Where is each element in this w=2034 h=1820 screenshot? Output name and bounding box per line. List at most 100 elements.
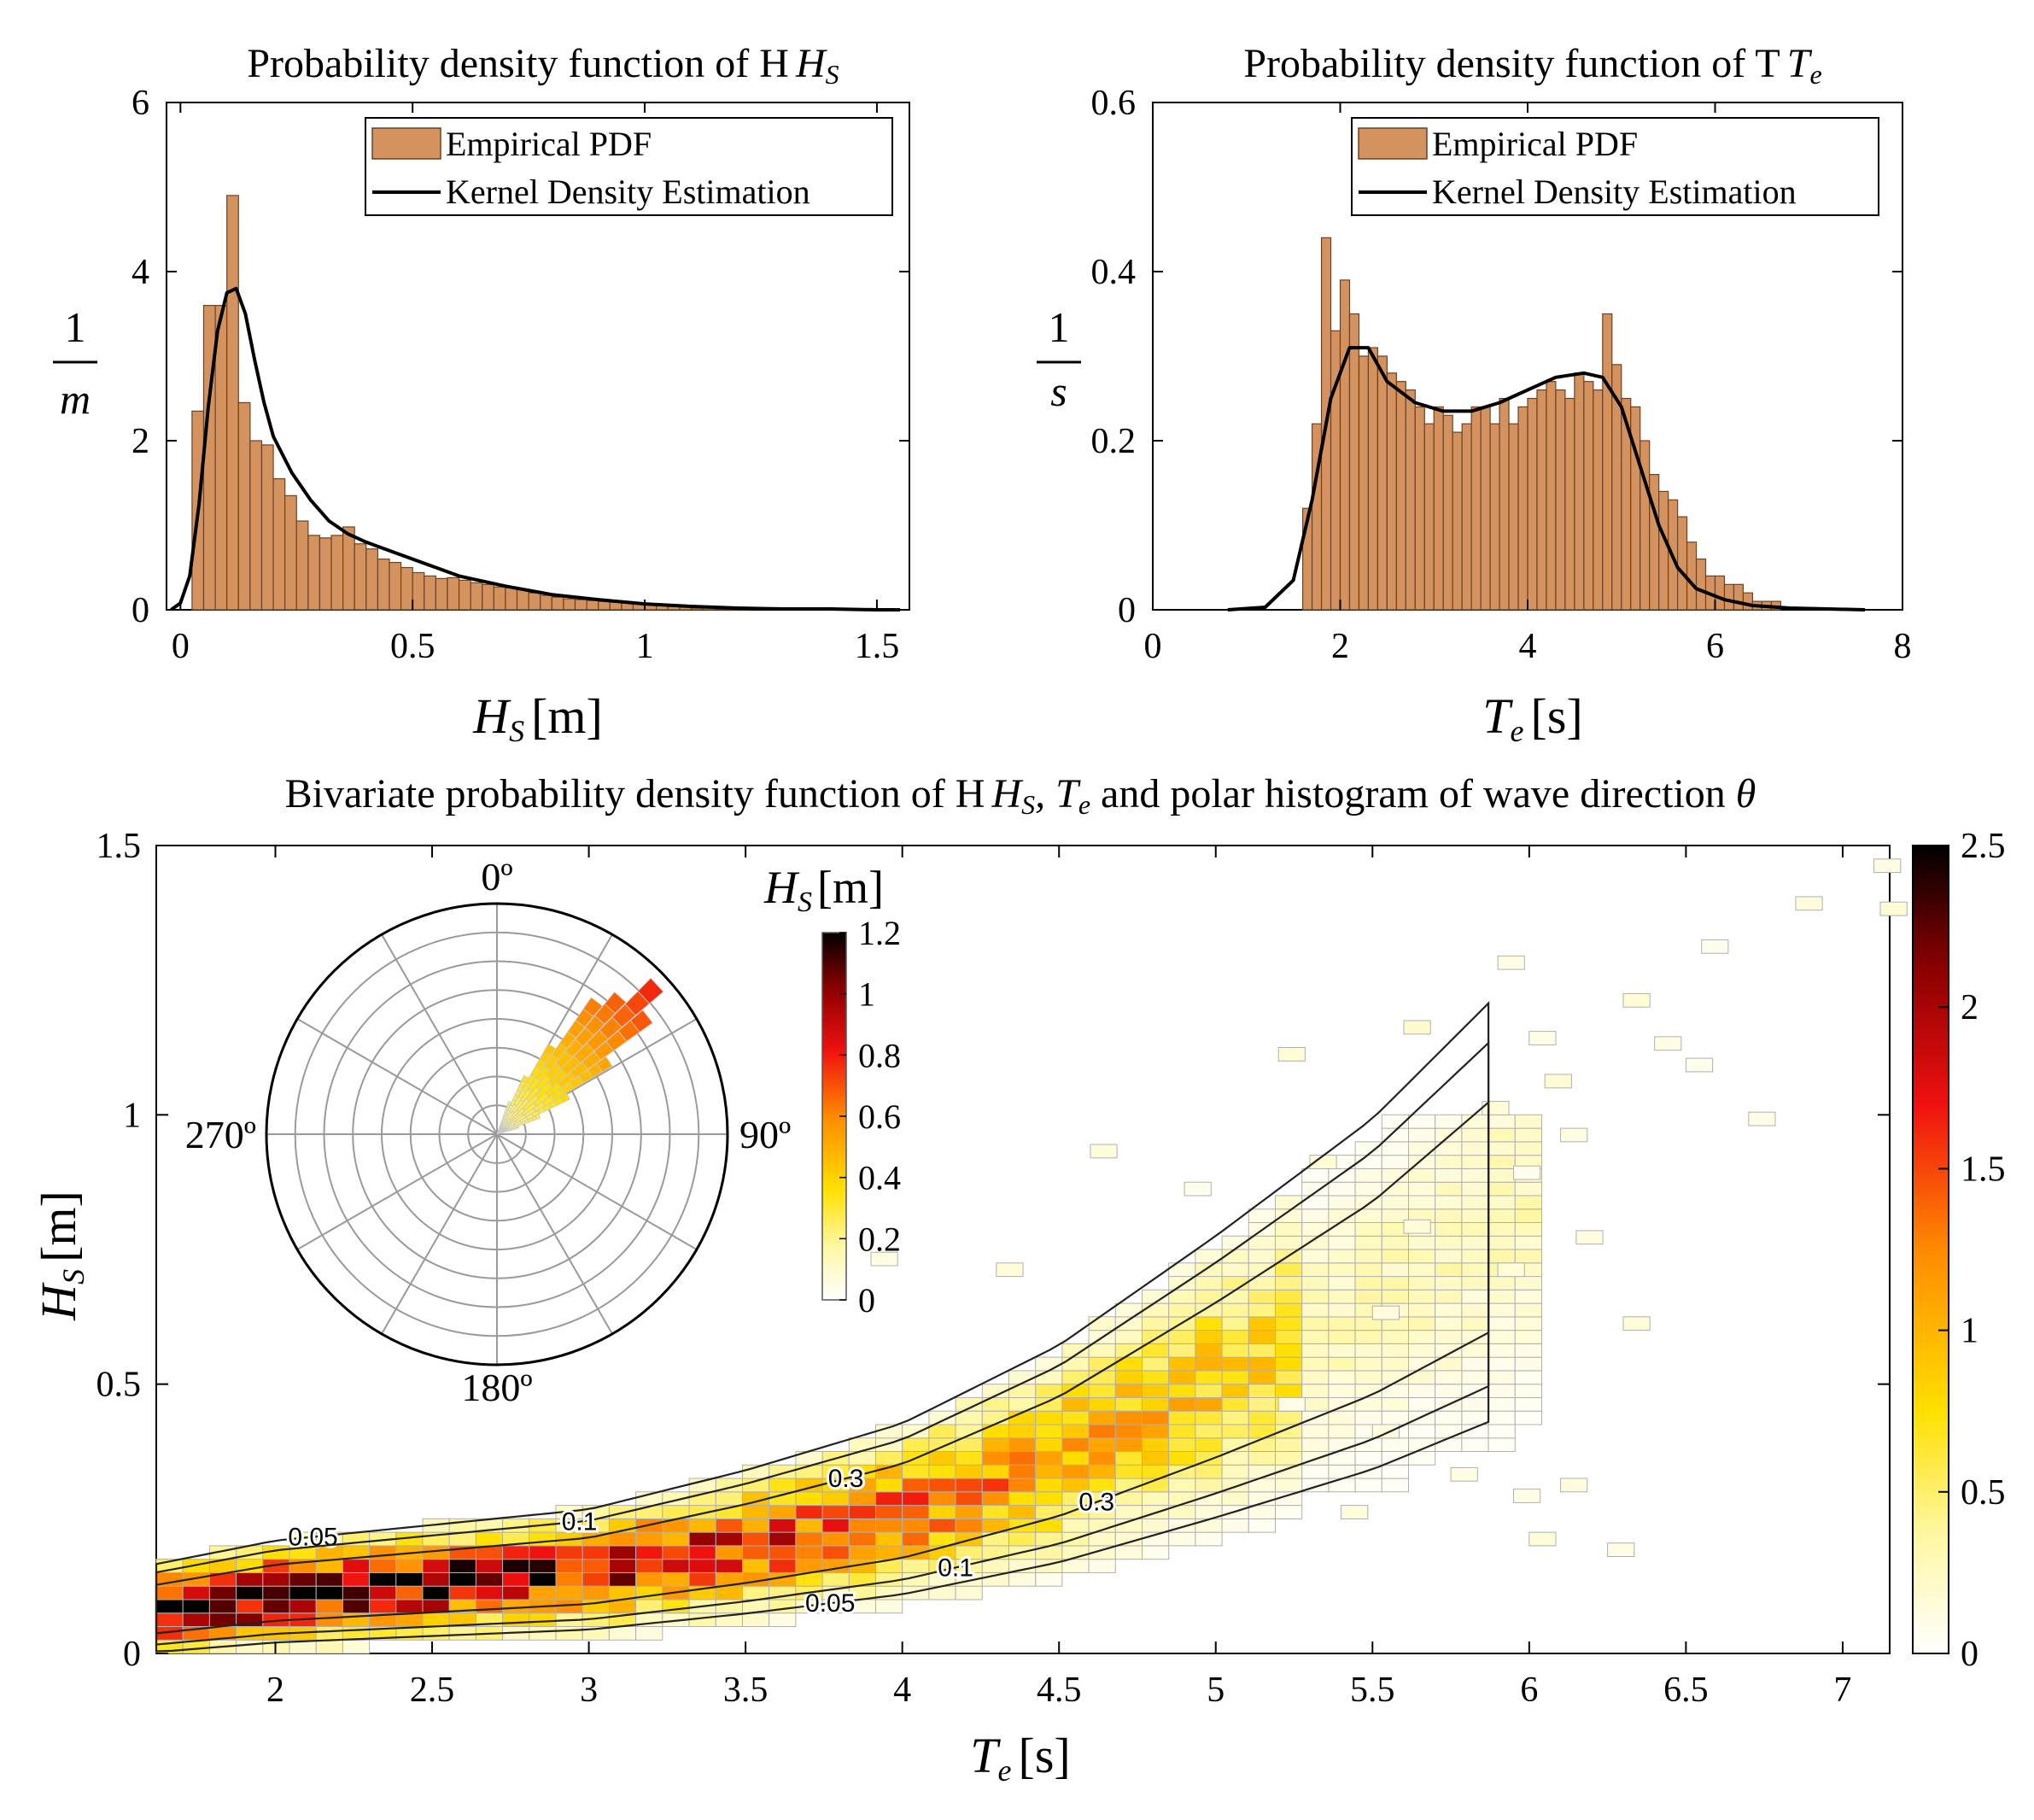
heatmap-cell — [715, 1491, 743, 1507]
heatmap-cell — [1061, 1464, 1090, 1479]
te-pdf-ylabel-numerator: 1 — [1049, 303, 1070, 351]
contour-label: 0.05 — [288, 1523, 337, 1551]
heatmap-cell — [529, 1559, 557, 1573]
heatmap-cell — [1008, 1437, 1037, 1452]
heatmap-cell — [1088, 1410, 1116, 1425]
heatmap-cell — [1008, 1478, 1037, 1493]
te-pdf-bar — [1695, 558, 1707, 611]
heatmap-cell — [981, 1451, 1010, 1466]
polar-label-180: 180º — [461, 1366, 532, 1409]
heatmap-cell — [1168, 1396, 1196, 1412]
hs-pdf-legend: Empirical PDF Kernel Density Estimation — [365, 117, 893, 216]
heatmap-cell — [1488, 1437, 1516, 1452]
heatmap-cell-sparse — [1435, 1370, 1463, 1385]
heatmap-cell — [608, 1559, 637, 1573]
bivariate-ylabel: HS[m] — [31, 1191, 91, 1321]
heatmap-cell — [662, 1545, 690, 1560]
heatmap-cell — [236, 1571, 264, 1587]
heatmap-cell — [1275, 1235, 1303, 1250]
heatmap-cell — [1221, 1491, 1249, 1507]
heatmap-cell — [1381, 1249, 1410, 1264]
heatmap-cell — [955, 1491, 983, 1507]
heatmap-cell-sparse — [1497, 955, 1525, 970]
heatmap-cell — [1114, 1370, 1143, 1385]
heatmap-cell — [1435, 1289, 1463, 1304]
heatmap-cell — [1328, 1330, 1356, 1344]
heatmap-cell — [635, 1531, 663, 1547]
heatmap-cell — [875, 1451, 903, 1466]
heatmap-cell — [1381, 1155, 1410, 1169]
heatmap-cell — [981, 1545, 1010, 1560]
contour-lines: 0.05 0.05 0.1 0.1 0.3 0.3 — [155, 1001, 1490, 1653]
heatmap-cell — [1221, 1464, 1249, 1479]
heatmap-cell — [1221, 1356, 1249, 1372]
heatmap-cell — [315, 1639, 343, 1654]
heatmap-cell — [1488, 1155, 1516, 1169]
heatmap-cell — [1488, 1330, 1516, 1344]
heatmap-cell — [395, 1571, 424, 1587]
heatmap-cell — [1328, 1235, 1356, 1250]
heatmap-cell — [742, 1585, 770, 1601]
heatmap-cell — [369, 1559, 397, 1573]
te-pdf-ytick-label: 0.4 — [1091, 253, 1137, 292]
heatmap-cell — [1301, 1276, 1330, 1290]
heatmap-cell — [236, 1585, 264, 1601]
polar-outer-ring — [265, 902, 729, 1366]
heatmap-cell — [662, 1531, 690, 1547]
heatmap-cell — [1435, 1155, 1463, 1169]
te-pdf-bar — [1414, 406, 1425, 611]
heatmap-cell — [1275, 1330, 1303, 1344]
heatmap-cell — [1008, 1531, 1037, 1547]
te-pdf-legend: Empirical PDF Kernel Density Estimation — [1351, 117, 1879, 216]
polar-sector-cell — [604, 992, 627, 1015]
hs-pdf-bar — [400, 566, 413, 611]
heatmap-cell — [1381, 1276, 1410, 1290]
heatmap-cell — [1221, 1384, 1249, 1398]
bivariate-xtick-label: 4 — [893, 1671, 911, 1710]
bivariate-xtick-label: 2 — [266, 1671, 284, 1710]
heatmap-cell — [1195, 1531, 1223, 1547]
heatmap-cell — [1328, 1370, 1356, 1385]
heatmap-cell — [1488, 1302, 1516, 1318]
heatmap-cell — [1328, 1316, 1356, 1331]
heatmap-cell — [582, 1585, 610, 1601]
heatmap-cell-sparse — [1873, 858, 1902, 874]
heatmap-cell — [1354, 1262, 1382, 1278]
heatmap-cell — [1435, 1127, 1463, 1143]
heatmap-cell — [422, 1559, 450, 1573]
heatmap-cell — [1408, 1424, 1436, 1439]
heatmap-cell — [475, 1559, 504, 1573]
hs-pdf-bar — [307, 535, 321, 611]
te-pdf-xtick-label: 8 — [1894, 627, 1912, 666]
hs-pdf-ytick-label: 4 — [132, 253, 149, 292]
heatmap-cell — [1248, 1289, 1277, 1304]
heatmap-cell — [1328, 1478, 1356, 1493]
polar-spoke — [296, 1133, 498, 1250]
te-pdf-ticks: 0 2 4 6 8 0 0.2 0.4 0.6 — [1091, 84, 1912, 666]
heatmap-cell — [1035, 1571, 1063, 1587]
heatmap-cell — [875, 1478, 903, 1493]
heatmap-cell-sparse — [1654, 1036, 1682, 1051]
hs-pdf-bar — [609, 601, 622, 611]
polar-colorbar-tick-label: 0.4 — [858, 1159, 901, 1197]
heatmap-cell — [1408, 1316, 1436, 1331]
te-pdf-bar — [1593, 389, 1604, 611]
heatmap-cell — [1381, 1343, 1410, 1358]
heatmap-cell — [1408, 1127, 1436, 1143]
heatmap-cell — [155, 1599, 184, 1614]
heatmap-cell — [1435, 1208, 1463, 1223]
heatmap-cell — [1354, 1370, 1382, 1385]
heatmap-cell — [1114, 1356, 1143, 1372]
polar-colorbar-tick-label: 0.2 — [858, 1220, 901, 1258]
heatmap-cell — [369, 1585, 397, 1601]
hs-pdf-bar — [424, 575, 436, 611]
polar-spoke — [381, 1133, 498, 1335]
heatmap-cell — [1301, 1343, 1330, 1358]
hs-pdf-bar — [365, 548, 379, 611]
heatmap-cell — [1221, 1262, 1249, 1278]
te-pdf-bar — [1489, 423, 1500, 611]
heatmap-cell — [1301, 1195, 1330, 1210]
heatmap-cell — [1461, 1370, 1489, 1385]
heatmap-cell — [1248, 1316, 1277, 1331]
heatmap-cell — [928, 1437, 956, 1452]
